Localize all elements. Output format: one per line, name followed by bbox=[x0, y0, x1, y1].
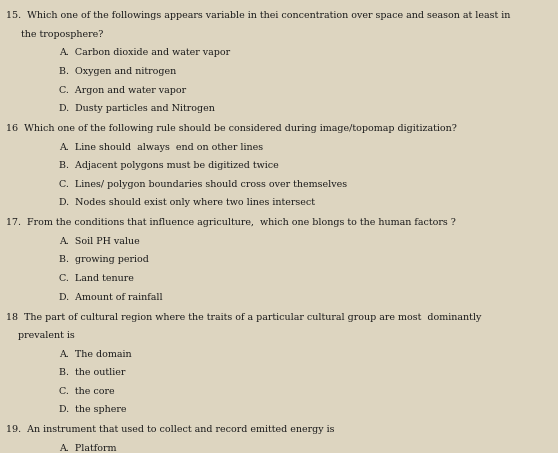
Text: 18  The part of cultural region where the traits of a particular cultural group : 18 The part of cultural region where the… bbox=[6, 313, 481, 322]
Text: C.  Land tenure: C. Land tenure bbox=[59, 274, 133, 283]
Text: 15.  Which one of the followings appears variable in thei concentration over spa: 15. Which one of the followings appears … bbox=[6, 11, 510, 20]
Text: 16  Which one of the following rule should be considered during image/topomap di: 16 Which one of the following rule shoul… bbox=[6, 124, 456, 133]
Text: C.  the core: C. the core bbox=[59, 387, 114, 396]
Text: A.  The domain: A. The domain bbox=[59, 350, 131, 359]
Text: B.  Adjacent polygons must be digitized twice: B. Adjacent polygons must be digitized t… bbox=[59, 161, 278, 170]
Text: A.  Carbon dioxide and water vapor: A. Carbon dioxide and water vapor bbox=[59, 48, 230, 58]
Text: A.  Platform: A. Platform bbox=[59, 444, 116, 453]
Text: D.  Amount of rainfall: D. Amount of rainfall bbox=[59, 293, 162, 302]
Text: A.  Soil PH value: A. Soil PH value bbox=[59, 237, 140, 246]
Text: B.  the outlier: B. the outlier bbox=[59, 368, 125, 377]
Text: C.  Lines/ polygon boundaries should cross over themselves: C. Lines/ polygon boundaries should cros… bbox=[59, 180, 347, 189]
Text: C.  Argon and water vapor: C. Argon and water vapor bbox=[59, 86, 186, 95]
Text: B.  Oxygen and nitrogen: B. Oxygen and nitrogen bbox=[59, 67, 176, 76]
Text: the troposphere?: the troposphere? bbox=[6, 30, 103, 39]
Text: 19.  An instrument that used to collect and record emitted energy is: 19. An instrument that used to collect a… bbox=[6, 425, 334, 434]
Text: prevalent is: prevalent is bbox=[6, 331, 74, 340]
Text: D.  Nodes should exist only where two lines intersect: D. Nodes should exist only where two lin… bbox=[59, 198, 315, 207]
Text: A.  Line should  always  end on other lines: A. Line should always end on other lines bbox=[59, 143, 263, 152]
Text: B.  growing period: B. growing period bbox=[59, 255, 148, 265]
Text: 17.  From the conditions that influence agriculture,  which one blongs to the hu: 17. From the conditions that influence a… bbox=[6, 218, 455, 227]
Text: D.  the sphere: D. the sphere bbox=[59, 405, 126, 414]
Text: D.  Dusty particles and Nitrogen: D. Dusty particles and Nitrogen bbox=[59, 104, 214, 113]
